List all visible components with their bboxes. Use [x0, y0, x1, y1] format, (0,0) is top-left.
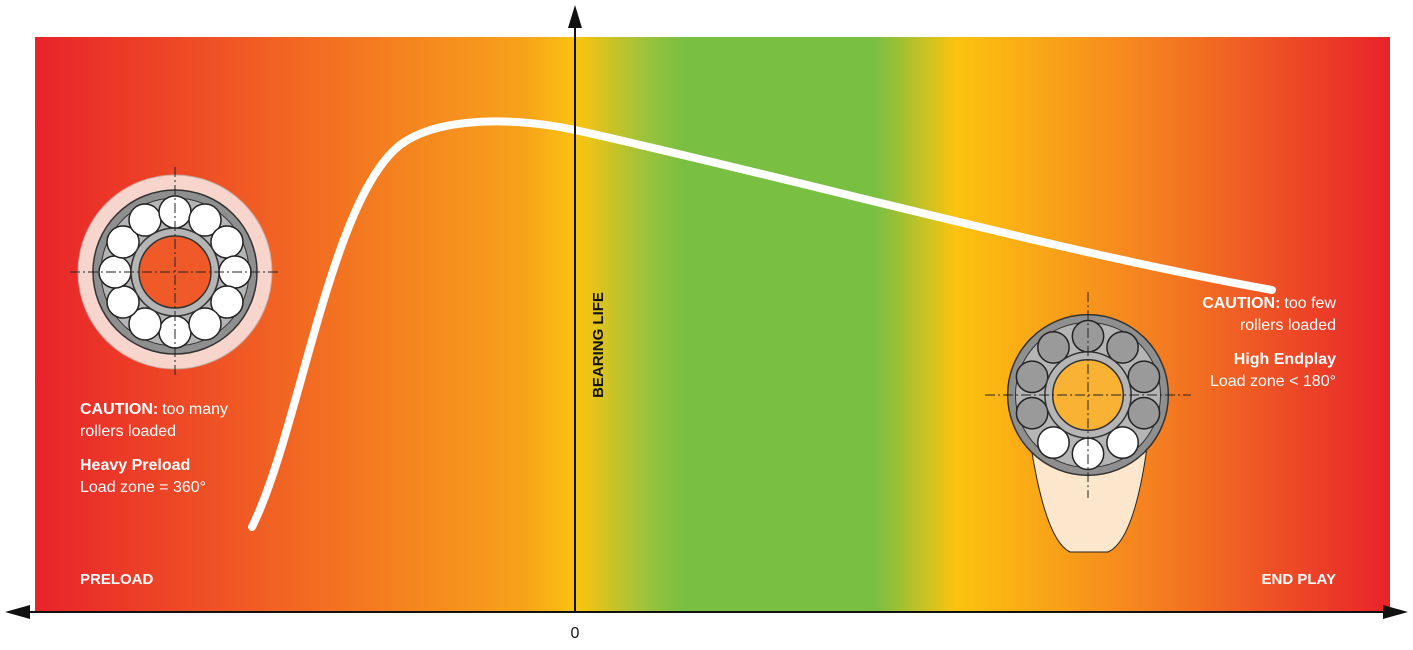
roller [106, 225, 140, 259]
caution: CAUTION: [1202, 295, 1280, 312]
annotation-detail: Load zone < 180° [1210, 373, 1336, 390]
roller [1106, 426, 1139, 460]
annotation-title: Heavy Preload [80, 457, 190, 474]
caution-text: too few [1284, 295, 1336, 312]
caution-text2: rollers loaded [80, 423, 176, 440]
y-axis-label: BEARING LIFE [590, 292, 607, 398]
x-arrow-left [5, 605, 30, 619]
endplay-label: END PLAY [1262, 571, 1336, 588]
roller [128, 203, 162, 237]
roller [1106, 330, 1139, 364]
roller [210, 285, 244, 319]
roller [1127, 396, 1161, 430]
roller [188, 307, 222, 341]
y-arrow [568, 5, 582, 28]
roller [210, 225, 244, 259]
roller [128, 307, 162, 341]
roller [1015, 360, 1049, 394]
left-annotation: CAUTION: too many rollers loaded Heavy Pr… [80, 401, 228, 496]
x-arrow-right [1383, 605, 1408, 619]
caution-text: too many [162, 401, 228, 418]
roller [1037, 426, 1070, 460]
roller [1015, 396, 1049, 430]
origin-label: 0 [571, 625, 580, 642]
bearings [70, 167, 1191, 553]
caution-line: CAUTION: too few [1202, 295, 1336, 312]
caution: CAUTION: [80, 401, 158, 418]
caution-text2: rollers loaded [1240, 317, 1336, 334]
roller [1127, 360, 1161, 394]
annotation-title: High Endplay [1234, 351, 1336, 368]
preload-label: PRELOAD [80, 571, 154, 588]
right-annotation: CAUTION: too few rollers loaded High Endp… [1202, 295, 1336, 390]
roller [1037, 330, 1070, 364]
caution-line: CAUTION: too many [80, 401, 228, 418]
roller [188, 203, 222, 237]
roller [106, 285, 140, 319]
annotation-detail: Load zone = 360° [80, 479, 206, 496]
life-curve [248, 117, 1276, 531]
